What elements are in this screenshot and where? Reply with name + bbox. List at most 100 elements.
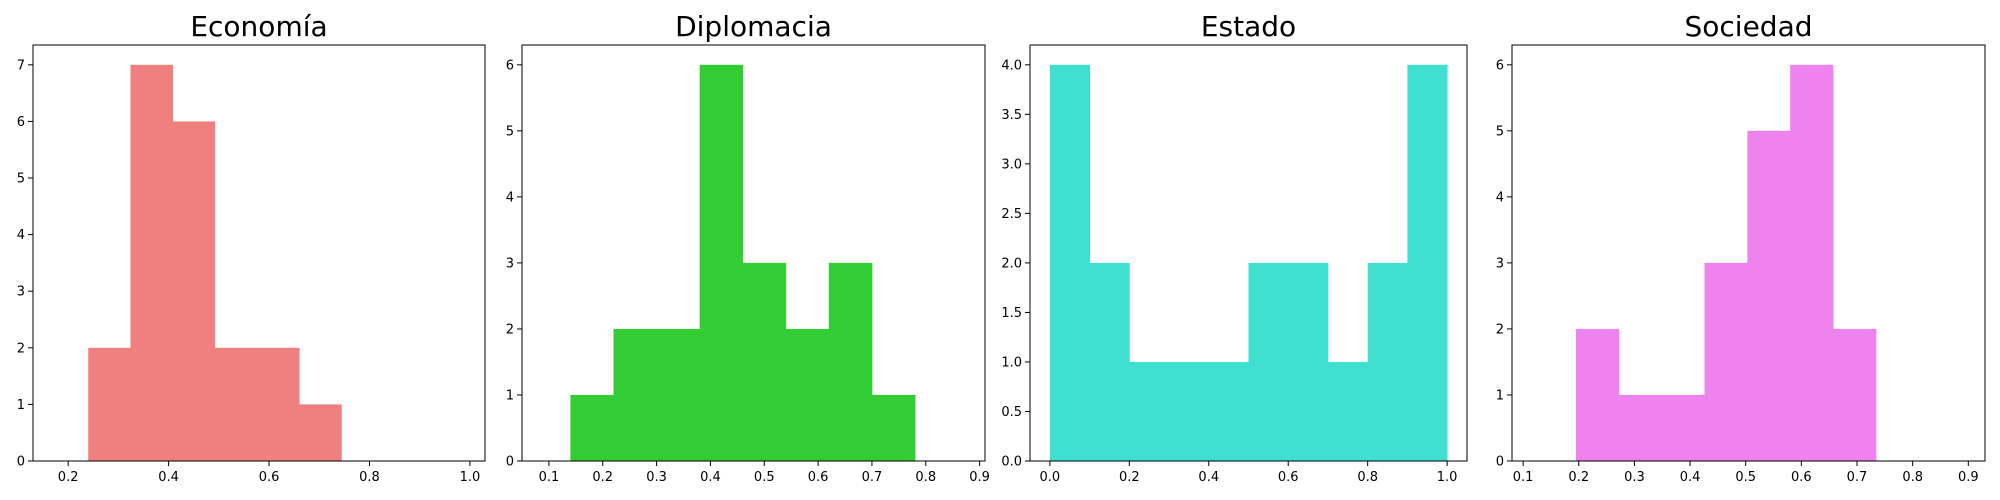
x-tick-label: 0.4 xyxy=(158,470,179,485)
y-tick-label: 0 xyxy=(506,455,514,470)
plot-frame xyxy=(1029,44,1468,462)
chart-title: Estado xyxy=(1201,10,1296,43)
x-tick-label: 0.9 xyxy=(1958,470,1979,485)
histogram-bar xyxy=(828,262,873,461)
y-tick-label: 1 xyxy=(1496,388,1504,403)
x-tick-label: 0.5 xyxy=(754,470,775,485)
y-tick-label: 4.0 xyxy=(1001,58,1022,73)
y-tick-label: 3 xyxy=(1496,256,1504,271)
histogram-bar xyxy=(1288,262,1329,461)
histogram-bar xyxy=(130,64,174,462)
x-tick-label: 0.2 xyxy=(58,470,79,485)
x-tick-label: 0.8 xyxy=(915,470,936,485)
histogram-bar xyxy=(1833,328,1877,461)
y-tick-label: 3.5 xyxy=(1001,108,1022,123)
x-tick-label: 0.2 xyxy=(592,470,613,485)
y-tick-label: 7 xyxy=(17,58,25,73)
x-tick-label: 0.4 xyxy=(1680,470,1701,485)
x-tick-label: 0.2 xyxy=(1568,470,1589,485)
x-tick-label: 0.6 xyxy=(259,470,280,485)
x-tick-label: 0.1 xyxy=(1513,470,1534,485)
x-tick-label: 0.7 xyxy=(1847,470,1868,485)
subplot-4: 0.1 0.2 0.3 0.4 0.5 0.6 0.7 0.8 0.9 0 1 2 3 4 5 6 Socied… xyxy=(1496,10,1986,485)
histogram-bar xyxy=(1367,262,1408,461)
plot-frame xyxy=(521,44,986,462)
histogram-bar xyxy=(1747,130,1791,462)
x-tick-label: 1.0 xyxy=(1437,470,1458,485)
y-tick-label: 2.5 xyxy=(1001,207,1022,222)
x-tick-label: 0.6 xyxy=(1278,470,1299,485)
histogram-bar xyxy=(1575,328,1620,461)
y-tick-label: 1.5 xyxy=(1001,306,1022,321)
x-tick-label: 0.8 xyxy=(1902,470,1923,485)
x-tick-label: 0.4 xyxy=(700,470,721,485)
histogram-bar xyxy=(214,347,258,461)
x-tick-label: 0.7 xyxy=(862,470,883,485)
histogram-bar xyxy=(172,121,216,461)
y-tick-label: 5 xyxy=(1496,124,1504,139)
y-tick-label: 6 xyxy=(1496,58,1504,73)
y-tick-label: 2 xyxy=(506,322,514,337)
histogram-bar xyxy=(1327,361,1369,461)
histogram-bar xyxy=(1618,394,1663,461)
chart-title: Sociedad xyxy=(1684,10,1812,43)
chart-title: Economía xyxy=(190,10,327,43)
y-tick-label: 0 xyxy=(17,455,25,470)
y-tick-label: 2 xyxy=(1496,322,1504,337)
histogram-bar xyxy=(1049,64,1090,462)
plot-frame xyxy=(32,44,486,462)
x-tick-label: 0.6 xyxy=(1791,470,1812,485)
histogram-bar xyxy=(613,328,657,461)
subplot-1: 0.2 0.4 0.6 0.8 1.0 0 1 2 3 4 5 6 7 Economía xyxy=(17,10,486,485)
x-tick-label: 0.5 xyxy=(1735,470,1756,485)
y-tick-label: 3 xyxy=(17,285,25,300)
histogram-bar xyxy=(1704,262,1748,461)
x-tick-label: 0.2 xyxy=(1119,470,1140,485)
plot-frame xyxy=(1511,44,1986,462)
y-tick-label: 4 xyxy=(17,228,25,243)
histogram-bar xyxy=(699,64,744,462)
y-tick-label: 4 xyxy=(1496,190,1504,205)
y-tick-label: 3 xyxy=(506,256,514,271)
histogram-bar xyxy=(656,328,701,461)
subplot-3: 0.0 0.2 0.4 0.6 0.8 1.0 0.0 0.5 1.0 1.5 2.0 2.5 3.0 3… xyxy=(1001,10,1468,485)
x-tick-label: 0.4 xyxy=(1198,470,1219,485)
y-tick-label: 5 xyxy=(17,172,25,187)
histogram-bar xyxy=(785,328,830,461)
histogram-bar xyxy=(299,404,342,461)
histogram-bar xyxy=(1407,64,1448,462)
histogram-bar xyxy=(570,394,614,461)
y-tick-label: 0 xyxy=(1496,455,1504,470)
x-tick-label: 1.0 xyxy=(460,470,481,485)
subplot-2: 0.1 0.2 0.3 0.4 0.5 0.6 0.7 0.8 0.9 0 1 2 3 4 5 6 Diplom… xyxy=(506,10,990,485)
histogram-bar xyxy=(1661,394,1705,461)
y-tick-label: 2 xyxy=(17,341,25,356)
histogram-bar xyxy=(1089,262,1130,461)
y-tick-label: 1 xyxy=(506,388,514,403)
x-tick-label: 0.8 xyxy=(1357,470,1378,485)
histogram-bar xyxy=(88,347,131,461)
y-tick-label: 0.0 xyxy=(1001,455,1022,470)
chart-title: Diplomacia xyxy=(675,10,832,43)
histogram-bar xyxy=(256,347,300,461)
histogram-bar xyxy=(871,394,916,461)
y-tick-label: 2.0 xyxy=(1001,256,1022,271)
x-tick-label: 0.3 xyxy=(1624,470,1645,485)
y-tick-label: 5 xyxy=(506,124,514,139)
histogram-bar xyxy=(1169,361,1210,461)
y-tick-label: 0.5 xyxy=(1001,405,1022,420)
y-tick-label: 1 xyxy=(17,398,25,413)
x-tick-label: 0.8 xyxy=(359,470,380,485)
y-tick-label: 6 xyxy=(506,58,514,73)
x-tick-label: 0.9 xyxy=(969,470,990,485)
histogram-bar xyxy=(1248,262,1289,461)
x-tick-label: 0.3 xyxy=(646,470,667,485)
x-tick-label: 0.6 xyxy=(808,470,829,485)
y-tick-label: 6 xyxy=(17,115,25,130)
histogram-bar xyxy=(1790,64,1834,462)
x-tick-label: 0.0 xyxy=(1040,470,1061,485)
histogram-bar xyxy=(742,262,787,461)
y-tick-label: 4 xyxy=(506,190,514,205)
histogram-bar xyxy=(1208,361,1249,461)
